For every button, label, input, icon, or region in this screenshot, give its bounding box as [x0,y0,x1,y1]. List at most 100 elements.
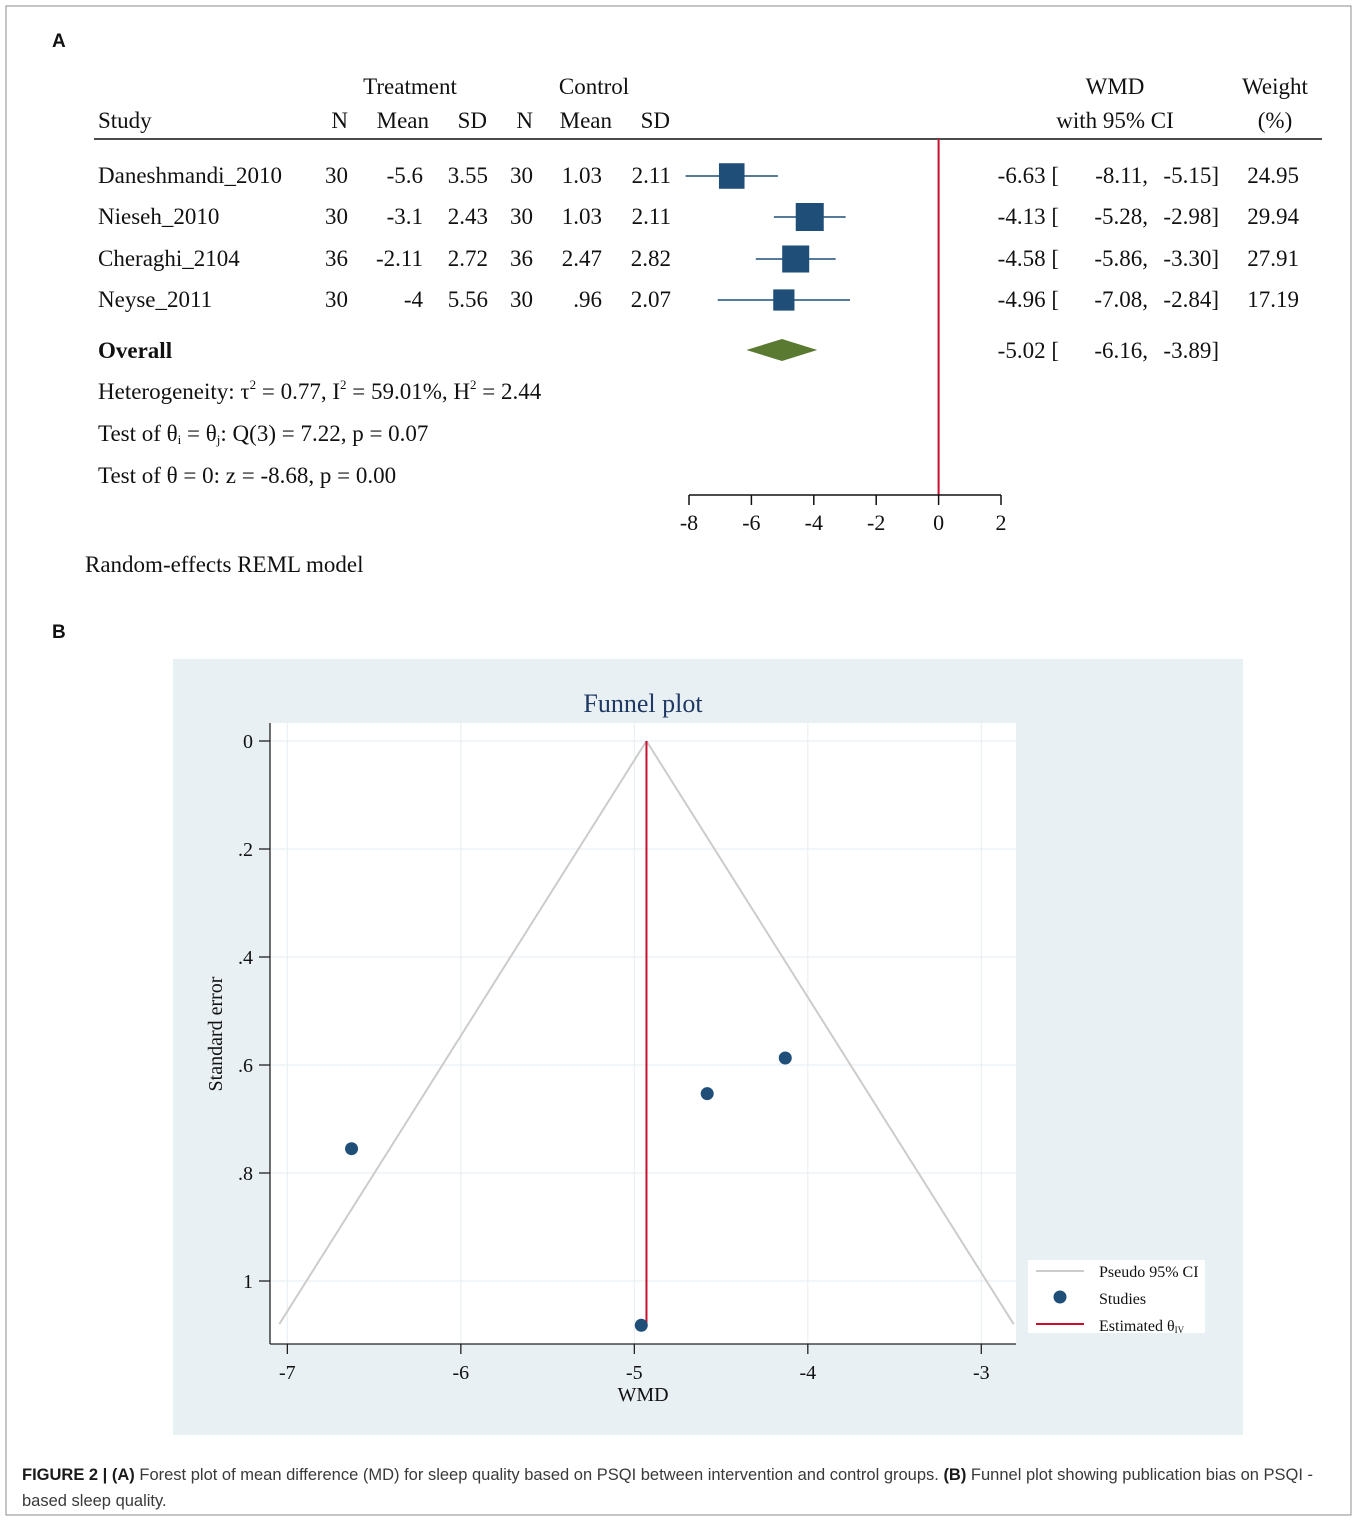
pseudo-ci-left [278,740,648,1325]
forest-x-tick-label: 2 [996,510,1007,535]
stat-text: : Q(3) = 7.22, p = 0.07 [220,421,428,446]
figure-caption: FIGURE 2 | (A) Forest plot of mean diffe… [22,1462,1347,1514]
legend-studies-label: Studies [1099,1291,1146,1308]
legend-studies-swatch [1053,1290,1067,1304]
stat-text: Heterogeneity: τ [98,379,250,404]
control-mean: .96 [573,287,602,312]
stat-text: = θ [181,421,217,446]
forest-x-tick-label: -4 [805,510,823,535]
funnel-y-tick-label: 1 [243,1271,253,1293]
stat-text: Test of θ [98,421,178,446]
study-weight: 24.95 [1247,163,1299,188]
overall-label: Overall [98,338,172,363]
panel-a-label: A [52,31,66,52]
stat-text: = 0.77, I [256,379,340,404]
test-zero-stat: Test of θ = 0: z = -8.68, p = 0.00 [98,463,396,488]
study-name: Neyse_2011 [98,287,212,312]
study-ci-upper: -3.30] [1163,246,1219,271]
treatment-n: 30 [325,204,348,229]
control-n: 30 [510,287,533,312]
study-point [634,1318,648,1332]
funnel-x-tick-label: -6 [453,1362,470,1384]
study-estimate-text: -4.96 [ [998,287,1059,312]
funnel-plot-area [270,723,1016,1344]
forest-x-tick-label: -2 [867,510,885,535]
control-sd: 2.82 [631,246,671,271]
caption-b-label: (B) [943,1466,967,1484]
header-control-mean: Mean [560,108,613,133]
funnel-y-tick-label: 0 [243,731,253,753]
treatment-mean: -3.1 [387,204,423,229]
treatment-n: 30 [325,163,348,188]
funnel-x-axis-label: WMD [617,1384,668,1406]
superscript: 2 [340,377,347,392]
treatment-sd: 2.72 [448,246,488,271]
study-estimate-box [773,289,795,311]
subscript: j [216,432,221,447]
header-treatment-n: N [331,108,348,133]
study-ci-lower: -5.86, [1094,246,1148,271]
study-estimate-box [782,245,810,273]
study-name: Cheraghi_2104 [98,246,240,271]
study-estimate-text: -4.13 [ [998,204,1059,229]
funnel-y-tick-label: .6 [238,1055,253,1077]
control-n: 30 [510,163,533,188]
funnel-x-tick-label: -5 [626,1362,643,1384]
overall-estimate-text: -5.02 [ [998,338,1059,363]
study-estimate-text: -4.58 [ [998,246,1059,271]
funnel-y-axis-label: Standard error [205,976,227,1091]
study-point [778,1051,792,1065]
header-control: Control [559,74,629,99]
header-control-sd: SD [641,108,670,133]
control-sd: 2.11 [632,204,671,229]
header-treatment: Treatment [363,74,457,99]
forest-x-tick-label: -8 [680,510,698,535]
funnel-x-tick-label: -3 [973,1362,990,1384]
funnel-title: Funnel plot [583,689,703,718]
caption-figure-label: FIGURE 2 | [22,1466,108,1484]
treatment-sd: 5.56 [448,287,488,312]
study-ci-upper: -5.15] [1163,163,1219,188]
study-ci-lower: -8.11, [1095,163,1148,188]
header-control-n: N [516,108,533,133]
study-ci-upper: -2.84] [1163,287,1219,312]
treatment-mean: -2.11 [376,246,423,271]
model-note: Random-effects REML model [85,552,364,577]
study-ci-upper: -2.98] [1163,204,1219,229]
funnel-x-tick-label: -4 [799,1362,816,1384]
overall-ci-upper: -3.89] [1163,338,1219,363]
header-wmd-ci: with 95% CI [1056,108,1174,133]
legend-estimate-subscript: IV [1175,1325,1185,1335]
study-estimate-box [795,203,824,231]
study-point [700,1087,714,1101]
treatment-n: 30 [325,287,348,312]
caption-a-label: (A) [111,1466,135,1484]
heterogeneity-stat: Heterogeneity: τ2 = 0.77, I2 = 59.01%, H… [98,377,542,404]
header-wmd: WMD [1086,74,1145,99]
legend-estimate-label: Estimated θIV [1099,1318,1185,1335]
overall-diamond [746,339,818,361]
caption-b-text: Funnel plot showing publication bias on … [22,1466,1314,1510]
control-n: 30 [510,204,533,229]
forest-x-tick-label: 0 [933,510,944,535]
control-mean: 1.03 [562,204,602,229]
header-treatment-sd: SD [458,108,487,133]
legend-pseudo-ci-label: Pseudo 95% CI [1099,1264,1199,1281]
study-estimate-text: -6.63 [ [998,163,1059,188]
pseudo-ci-right [645,740,1015,1325]
control-mean: 2.47 [562,246,602,271]
funnel-plot-panel: B Funnel plot 0 .2 .4 .6 .8 1 -7 -6 -5 -4 -3 WMD Stand… [52,622,1243,1435]
study-ci-lower: -7.08, [1094,287,1148,312]
study-name: Daneshmandi_2010 [98,163,282,188]
treatment-sd: 2.43 [448,204,488,229]
stat-text: = 59.01%, H [347,379,471,404]
forest-x-tick-label: -6 [742,510,760,535]
treatment-mean: -4 [404,287,424,312]
study-estimate-box [718,163,745,189]
superscript: 2 [470,377,477,392]
header-treatment-mean: Mean [377,108,430,133]
treatment-sd: 3.55 [448,163,488,188]
header-weight-unit: (%) [1258,108,1292,133]
control-sd: 2.11 [632,163,671,188]
